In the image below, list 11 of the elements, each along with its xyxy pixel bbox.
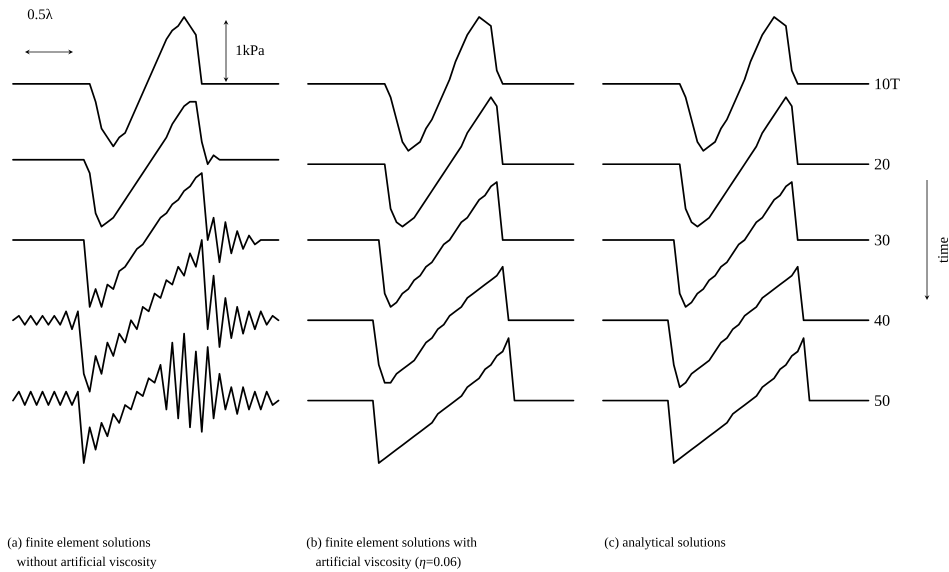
series-label: 40 <box>874 314 890 326</box>
series-label: 30 <box>874 234 890 246</box>
series-label: 50 <box>875 395 890 406</box>
text: time <box>938 237 948 263</box>
text: (a) finite element solutions without artificial viscosity <box>8 537 157 569</box>
text: (c) analytical solutions <box>604 537 726 550</box>
series-label: 20 <box>874 158 890 170</box>
series-label: 10T <box>875 78 900 90</box>
text: (b) finite element solutions with artificial viscosity (η=0.06) <box>306 537 477 569</box>
annotation: 0.5λ <box>28 8 53 20</box>
annotation: 1kPa <box>236 44 264 56</box>
